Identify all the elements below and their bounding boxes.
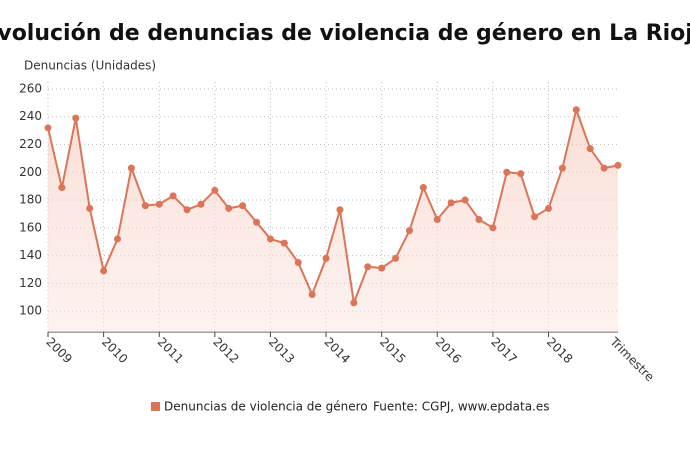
point xyxy=(503,168,511,176)
y-tick-label: 220 xyxy=(19,137,42,151)
x-tick-label: 2015 xyxy=(377,335,408,366)
y-axis-label: Denuncias (Unidades) xyxy=(24,59,156,73)
area xyxy=(48,109,618,333)
y-tick-label: 180 xyxy=(19,193,42,207)
y-tick-label: 240 xyxy=(19,109,42,123)
point xyxy=(572,106,580,114)
point xyxy=(294,259,302,267)
point xyxy=(586,145,594,153)
point xyxy=(253,218,261,226)
point xyxy=(127,164,135,172)
legend-label: Denuncias de violencia de género xyxy=(164,400,368,414)
point xyxy=(392,254,400,262)
y-tick-label: 260 xyxy=(19,81,42,95)
point xyxy=(600,164,608,172)
x-tick-label: 2012 xyxy=(210,335,241,366)
chart-title: Evolución de denuncias de violencia de g… xyxy=(0,21,690,46)
point xyxy=(489,224,497,232)
point xyxy=(614,161,622,169)
point xyxy=(86,204,94,212)
point xyxy=(544,204,552,212)
point xyxy=(58,184,66,192)
plot: 100 120 140 160 180 200 220 240 260 2009 2010 2011 2… xyxy=(19,81,657,384)
point xyxy=(183,206,191,214)
point xyxy=(336,206,344,214)
point xyxy=(447,199,455,207)
x-tick-label: 2016 xyxy=(433,335,464,366)
x-tick-label: 2017 xyxy=(488,335,519,366)
x-axis-label: Trimestre xyxy=(607,334,657,384)
point xyxy=(114,235,122,243)
point xyxy=(141,202,149,210)
x-tick-label: 2018 xyxy=(544,335,575,366)
x-tick-label: 2014 xyxy=(321,335,352,366)
y-tick-label: 200 xyxy=(19,165,42,179)
point xyxy=(239,202,247,210)
x-tick-label: 2010 xyxy=(99,335,130,366)
point xyxy=(322,254,330,262)
point xyxy=(280,239,288,247)
x-tick-label: 2009 xyxy=(43,335,74,366)
y-tick-label: 120 xyxy=(19,276,42,290)
point xyxy=(531,213,539,221)
point xyxy=(44,124,52,132)
point xyxy=(517,170,525,178)
point xyxy=(169,192,177,200)
point xyxy=(266,235,274,243)
point xyxy=(378,264,386,272)
point xyxy=(197,200,205,208)
point xyxy=(155,200,163,208)
point xyxy=(405,227,413,235)
y-tick-label: 100 xyxy=(19,304,42,318)
point xyxy=(211,186,219,194)
line xyxy=(47,106,619,307)
y-tick-label: 160 xyxy=(19,220,42,234)
point xyxy=(461,196,469,204)
source: Fuente: CGPJ, www.epdata.es xyxy=(373,400,550,414)
point xyxy=(72,114,80,122)
x-tick-label: 2013 xyxy=(266,335,297,366)
point xyxy=(225,204,233,212)
point xyxy=(350,299,358,307)
point xyxy=(475,216,483,223)
point xyxy=(558,164,566,172)
legend-swatch xyxy=(151,402,160,411)
y-tick-label: 140 xyxy=(19,248,42,262)
point xyxy=(433,216,441,223)
point xyxy=(308,291,316,298)
x-tick-label: 2011 xyxy=(155,335,186,366)
point xyxy=(419,184,427,192)
point xyxy=(364,263,372,271)
point xyxy=(100,267,108,275)
